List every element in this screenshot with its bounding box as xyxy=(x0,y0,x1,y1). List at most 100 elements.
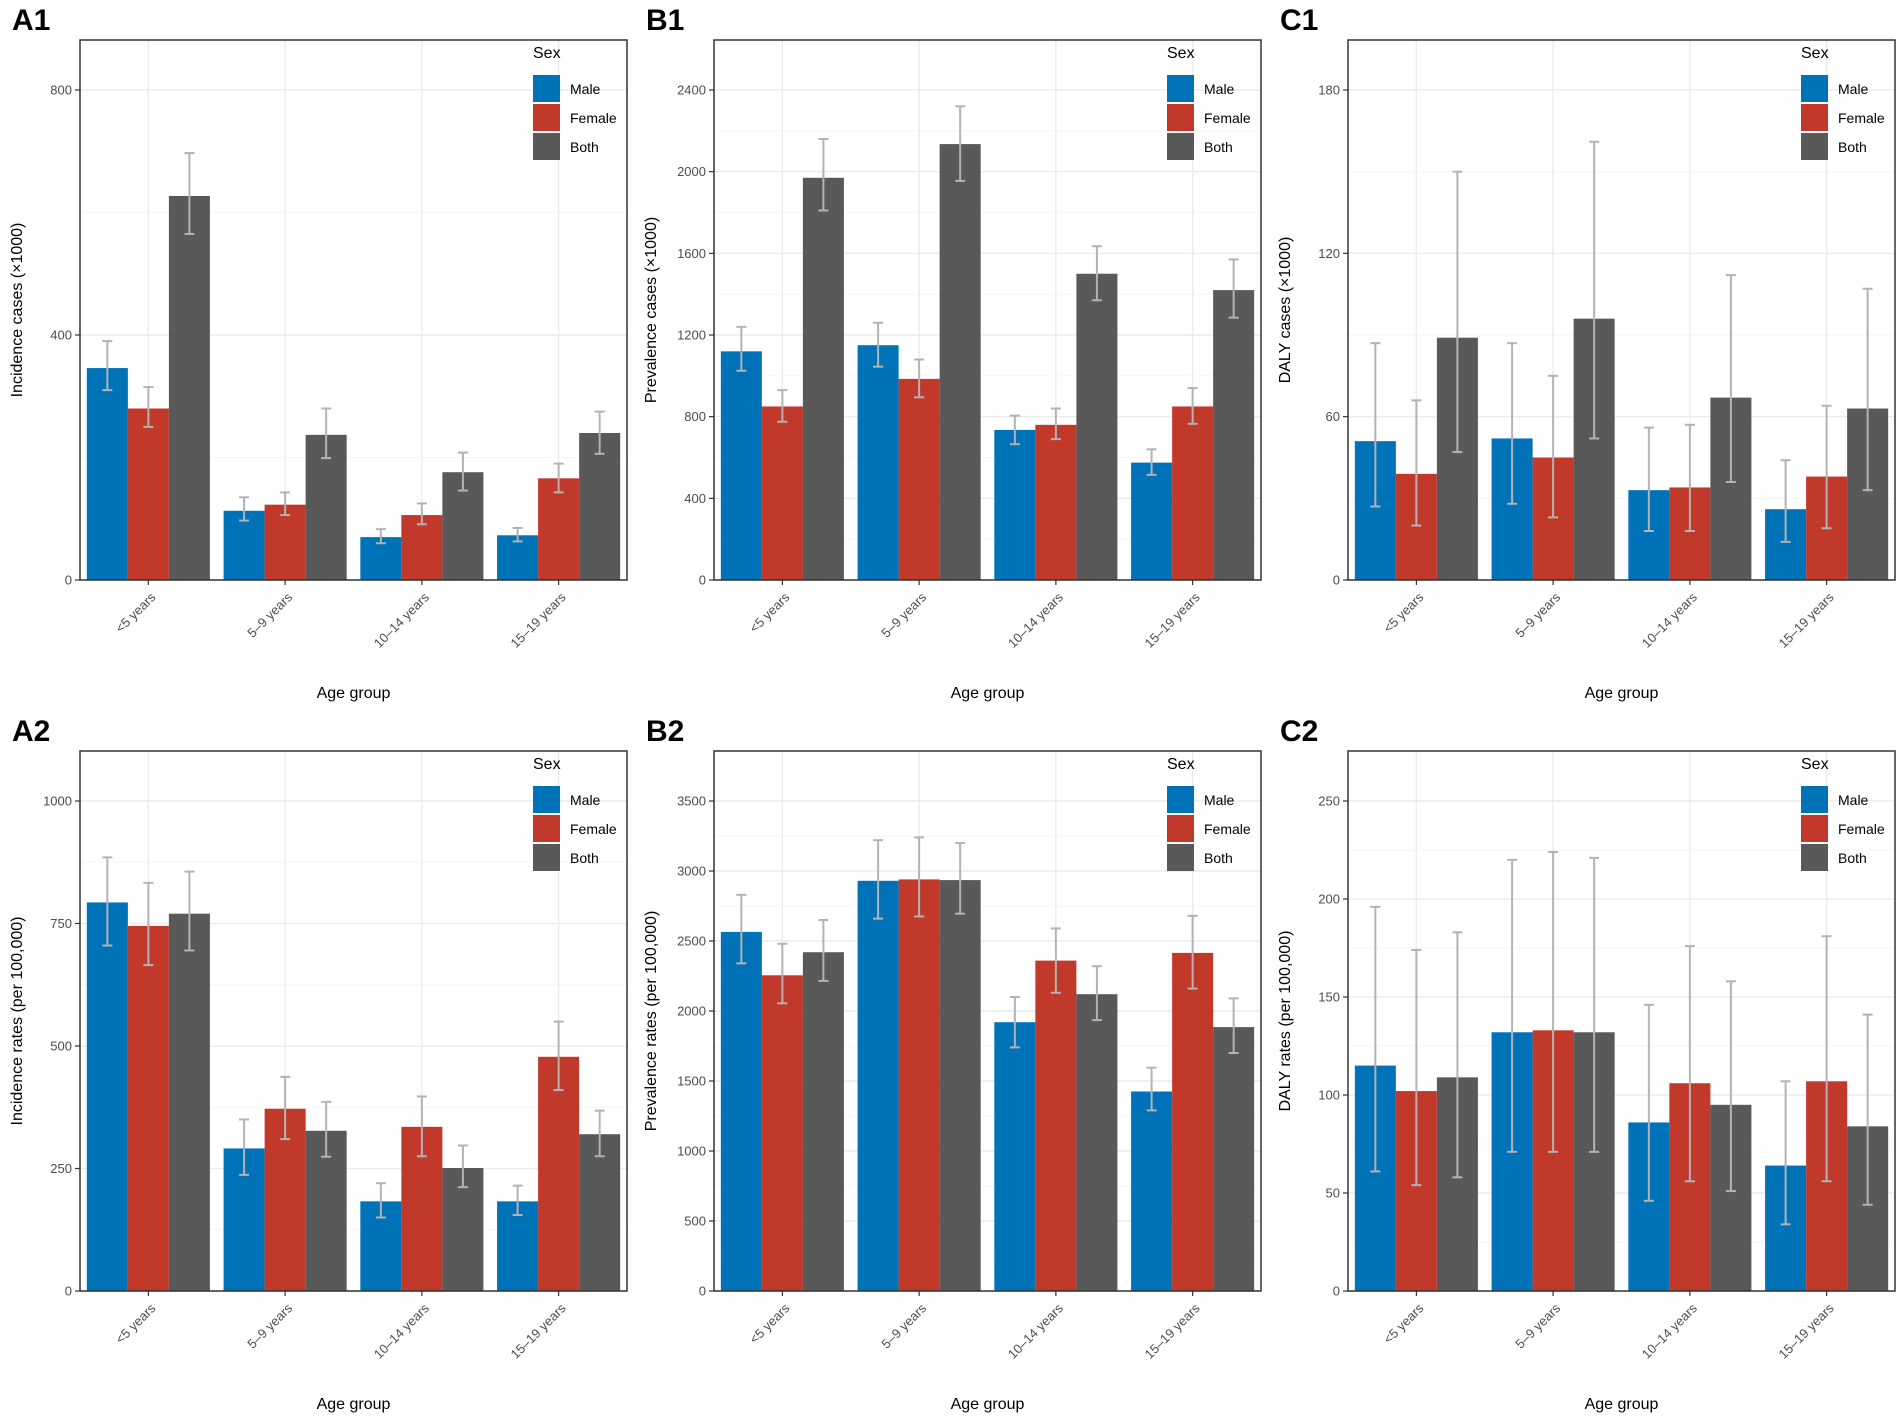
error-bar-both-5-9-years xyxy=(321,1100,332,1158)
y-tick-label: 2500 xyxy=(677,934,706,949)
x-tick-label: <5 years xyxy=(746,589,792,635)
bar-both-10-14-years xyxy=(1076,273,1118,580)
y-tick-label: 500 xyxy=(684,1214,706,1229)
y-tick-label: 0 xyxy=(65,573,72,588)
bar-both-5-years xyxy=(802,952,844,1291)
error-bar-both-5-years xyxy=(818,138,829,212)
legend-swatch-both xyxy=(533,844,560,871)
x-tick-label: 15–19 years xyxy=(1776,1300,1838,1362)
legend-swatch-male xyxy=(533,786,560,813)
error-bar-male-15-19-years xyxy=(512,526,523,543)
legend-label-male: Male xyxy=(1838,792,1869,808)
legend-label-male: Male xyxy=(570,81,601,97)
bar-male-5-years xyxy=(86,368,128,580)
y-tick-label: 180 xyxy=(1318,83,1340,98)
error-bar-female-5-years xyxy=(1411,948,1422,1187)
error-bar-female-15-19-years xyxy=(1187,387,1198,425)
legend-title: Sex xyxy=(1167,756,1195,773)
error-bar-both-5-years xyxy=(184,870,195,952)
bar-both-10-14-years xyxy=(442,1168,484,1291)
error-bar-female-5-years xyxy=(143,881,154,967)
bar-both-5-9-years xyxy=(939,144,981,580)
error-bar-male-5-9-years xyxy=(873,321,884,368)
legend-title: Sex xyxy=(1801,756,1829,773)
bar-both-15-19-years xyxy=(1213,1027,1255,1291)
bar-male-10-14-years xyxy=(360,537,402,580)
plot-frame xyxy=(1347,750,1896,1292)
bar-female-15-19-years xyxy=(1172,952,1214,1291)
error-bar-male-10-14-years xyxy=(1643,426,1654,532)
bar-male-15-19-years xyxy=(497,535,539,580)
legend-label-both: Both xyxy=(1838,139,1867,155)
error-bar-female-15-19-years xyxy=(1821,935,1832,1183)
x-tick-label: <5 years xyxy=(1380,589,1426,635)
y-tick-label: 1200 xyxy=(677,328,706,343)
error-bar-male-5-years xyxy=(1370,342,1381,508)
y-tick-label: 200 xyxy=(1318,892,1340,907)
error-bar-male-15-19-years xyxy=(1780,459,1791,543)
error-bar-female-10-14-years xyxy=(1684,945,1695,1183)
x-tick-label: 10–14 years xyxy=(1639,589,1701,651)
bar-female-5-9-years xyxy=(898,378,940,580)
error-bar-both-15-19-years xyxy=(1862,1013,1873,1206)
x-tick-label: 10–14 years xyxy=(371,589,433,651)
error-bar-male-5-9-years xyxy=(239,1118,250,1176)
y-tick-label: 50 xyxy=(1326,1186,1340,1201)
panel-a1: A1 0 400 800 <5 years 5–9 years 10–14 years 15–… xyxy=(0,0,634,711)
bar-female-5-years xyxy=(761,975,803,1291)
bar-female-5-years xyxy=(127,408,169,580)
chart-svg: B2 0 500 1000 1500 2000 2500 3000 3500 <5 years 5–… xyxy=(643,715,1262,1413)
error-bar-male-10-14-years xyxy=(375,528,386,545)
legend-swatch-female xyxy=(1167,104,1194,131)
panel-label: C2 xyxy=(1280,715,1318,748)
chart-svg: C1 0 60 120 180 <5 years 5–9 years 10–14 years 1… xyxy=(1277,4,1896,702)
x-tick-label: <5 years xyxy=(112,1300,158,1346)
legend-label-both: Both xyxy=(1204,850,1233,866)
error-bar-both-10-14-years xyxy=(1725,274,1736,483)
legend-swatch-both xyxy=(1801,133,1828,160)
bar-both-5-years xyxy=(168,195,210,580)
bar-male-15-19-years xyxy=(1131,462,1173,580)
legend-swatch-female xyxy=(533,104,560,131)
error-bar-both-5-years xyxy=(184,152,195,235)
x-tick-label: 15–19 years xyxy=(1142,1300,1204,1362)
x-tick-label: 5–9 years xyxy=(878,589,929,640)
plot-frame xyxy=(79,39,628,581)
bar-female-15-19-years xyxy=(538,478,580,580)
bar-female-5-years xyxy=(127,925,169,1291)
x-tick-label: 10–14 years xyxy=(1005,589,1067,651)
y-tick-label: 100 xyxy=(1318,1088,1340,1103)
plot-frame xyxy=(713,750,1262,1292)
y-tick-label: 400 xyxy=(50,328,72,343)
error-bar-female-5-years xyxy=(777,389,788,423)
legend-title: Sex xyxy=(1801,45,1829,62)
plot-frame xyxy=(1347,39,1896,581)
legend-swatch-both xyxy=(1801,844,1828,871)
legend-swatch-male xyxy=(1801,75,1828,102)
error-bar-female-5-9-years xyxy=(914,836,925,918)
error-bar-both-5-9-years xyxy=(321,407,332,460)
bar-both-5-years xyxy=(802,177,844,580)
legend-label-both: Both xyxy=(1838,850,1867,866)
y-tick-label: 400 xyxy=(684,491,706,506)
y-tick-label: 1000 xyxy=(43,794,72,809)
x-tick-label: <5 years xyxy=(1380,1300,1426,1346)
error-bar-both-10-14-years xyxy=(457,1144,468,1189)
x-tick-label: 15–19 years xyxy=(1142,589,1204,651)
bar-female-10-14-years xyxy=(401,515,443,580)
error-bar-both-15-19-years xyxy=(594,410,605,455)
error-bar-female-5-9-years xyxy=(1548,850,1559,1153)
legend-label-male: Male xyxy=(1204,81,1235,97)
x-tick-label: 15–19 years xyxy=(508,1300,570,1362)
y-tick-label: 3500 xyxy=(677,794,706,809)
legend-swatch-male xyxy=(1167,786,1194,813)
error-bar-female-10-14-years xyxy=(1050,407,1061,441)
error-bar-female-5-years xyxy=(143,386,154,428)
error-bar-male-10-14-years xyxy=(1009,414,1020,446)
y-tick-label: 800 xyxy=(684,409,706,424)
panel-a2: A2 0 250 500 750 1000 <5 years 5–9 years 10–14 y… xyxy=(0,711,634,1422)
error-bar-both-15-19-years xyxy=(594,1109,605,1158)
error-bar-both-10-14-years xyxy=(1725,980,1736,1193)
error-bar-female-10-14-years xyxy=(1050,927,1061,994)
legend-swatch-male xyxy=(1801,786,1828,813)
